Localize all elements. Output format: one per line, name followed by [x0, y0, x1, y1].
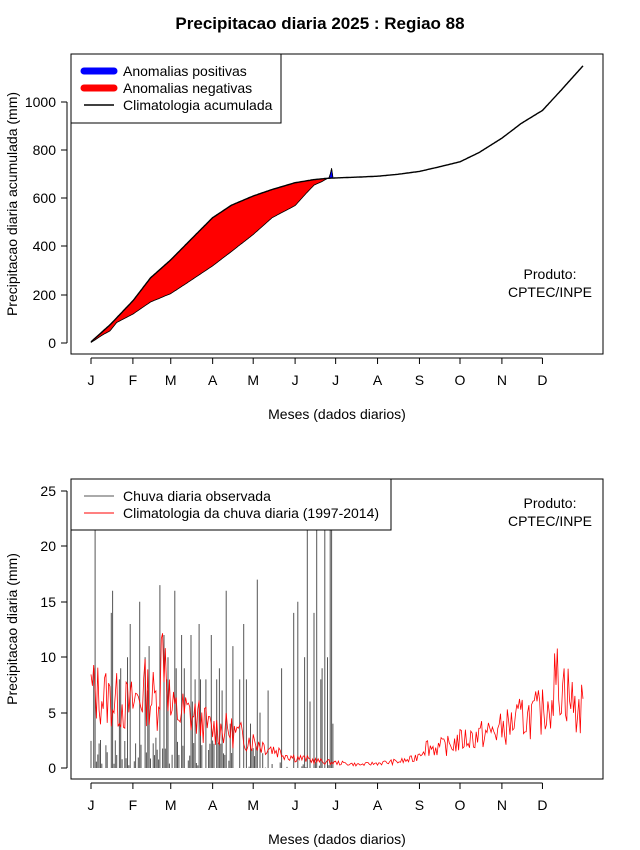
x-tick-label: O [455, 372, 466, 388]
y-tick-label: 0 [48, 335, 56, 351]
y-tick-label: 10 [40, 649, 56, 665]
y-axis-label: Precipitacao diaria acumulada (mm) [4, 92, 20, 316]
accumulated-panel: 0 200 400 600 800 1000 Precipitacao diar… [4, 53, 604, 422]
x-axis-label: Meses (dados diarios) [268, 831, 406, 847]
x-tick-label: J [332, 797, 339, 813]
legend-label: Chuva diaria observada [123, 488, 271, 504]
x-tick-label: D [537, 372, 547, 388]
x-tick-label: J [88, 372, 95, 388]
y-tick-label: 5 [48, 705, 56, 721]
y-tick-label: 15 [40, 594, 56, 610]
legend-label: Anomalias positivas [123, 63, 247, 79]
x-tick-label: J [332, 372, 339, 388]
x-tick-label: M [165, 372, 177, 388]
x-tick-label: A [373, 372, 383, 388]
x-tick-label: J [292, 372, 299, 388]
x-tick-label: S [415, 797, 424, 813]
product-label: Produto: [524, 266, 577, 282]
y-tick-label: 800 [33, 142, 57, 158]
x-tick-label: M [247, 797, 259, 813]
negative-anomaly-area [90, 178, 328, 343]
legend-label: Climatologia acumulada [123, 97, 273, 113]
x-tick-label: J [292, 797, 299, 813]
product-label: Produto: [524, 495, 577, 511]
x-tick-label: F [129, 372, 138, 388]
page-title: Precipitacao diaria 2025 : Regiao 88 [175, 14, 465, 33]
legend-label: Climatologia da chuva diaria (1997-2014) [123, 505, 379, 521]
y-tick-label: 25 [40, 483, 56, 499]
observed-daily-bars [90, 491, 334, 768]
x-tick-label: A [208, 372, 218, 388]
x-tick-label: D [537, 797, 547, 813]
x-tick-label: N [497, 372, 507, 388]
y-tick-label: 20 [40, 538, 56, 554]
y-axis-label: Precipitacao diaria (mm) [4, 553, 20, 705]
daily-panel: 0 5 10 15 20 25 Precipitacao diaria (mm)… [4, 478, 604, 847]
accumulated-legend: Anomalias positivas Anomalias negativas … [70, 53, 282, 124]
x-tick-label: A [208, 797, 218, 813]
x-tick-label: F [129, 797, 138, 813]
daily-legend: Chuva diaria observada Climatologia da c… [70, 478, 392, 531]
y-tick-label: 400 [33, 238, 57, 254]
y-tick-label: 1000 [25, 94, 56, 110]
accumulated-y-axis: 0 200 400 600 800 1000 [25, 94, 68, 351]
x-tick-label: S [415, 372, 424, 388]
x-axis-label: Meses (dados diarios) [268, 406, 406, 422]
daily-climatology-line [90, 633, 584, 767]
product-source: CPTEC/INPE [508, 284, 592, 300]
x-tick-label: O [455, 797, 466, 813]
climatology-accumulated-line [90, 65, 584, 343]
daily-y-axis: 0 5 10 15 20 25 [40, 483, 68, 776]
x-tick-label: M [165, 797, 177, 813]
x-tick-label: N [497, 797, 507, 813]
product-source: CPTEC/INPE [508, 513, 592, 529]
x-tick-label: M [247, 372, 259, 388]
x-tick-label: A [373, 797, 383, 813]
legend-label: Anomalias negativas [123, 80, 252, 96]
x-tick-label: J [88, 797, 95, 813]
observed-accumulated-line [90, 168, 334, 343]
y-tick-label: 600 [33, 190, 57, 206]
negative-anomaly-segment [90, 178, 328, 343]
y-tick-label: 200 [33, 287, 57, 303]
accumulated-plot-box [70, 53, 604, 355]
y-tick-label: 0 [48, 760, 56, 776]
